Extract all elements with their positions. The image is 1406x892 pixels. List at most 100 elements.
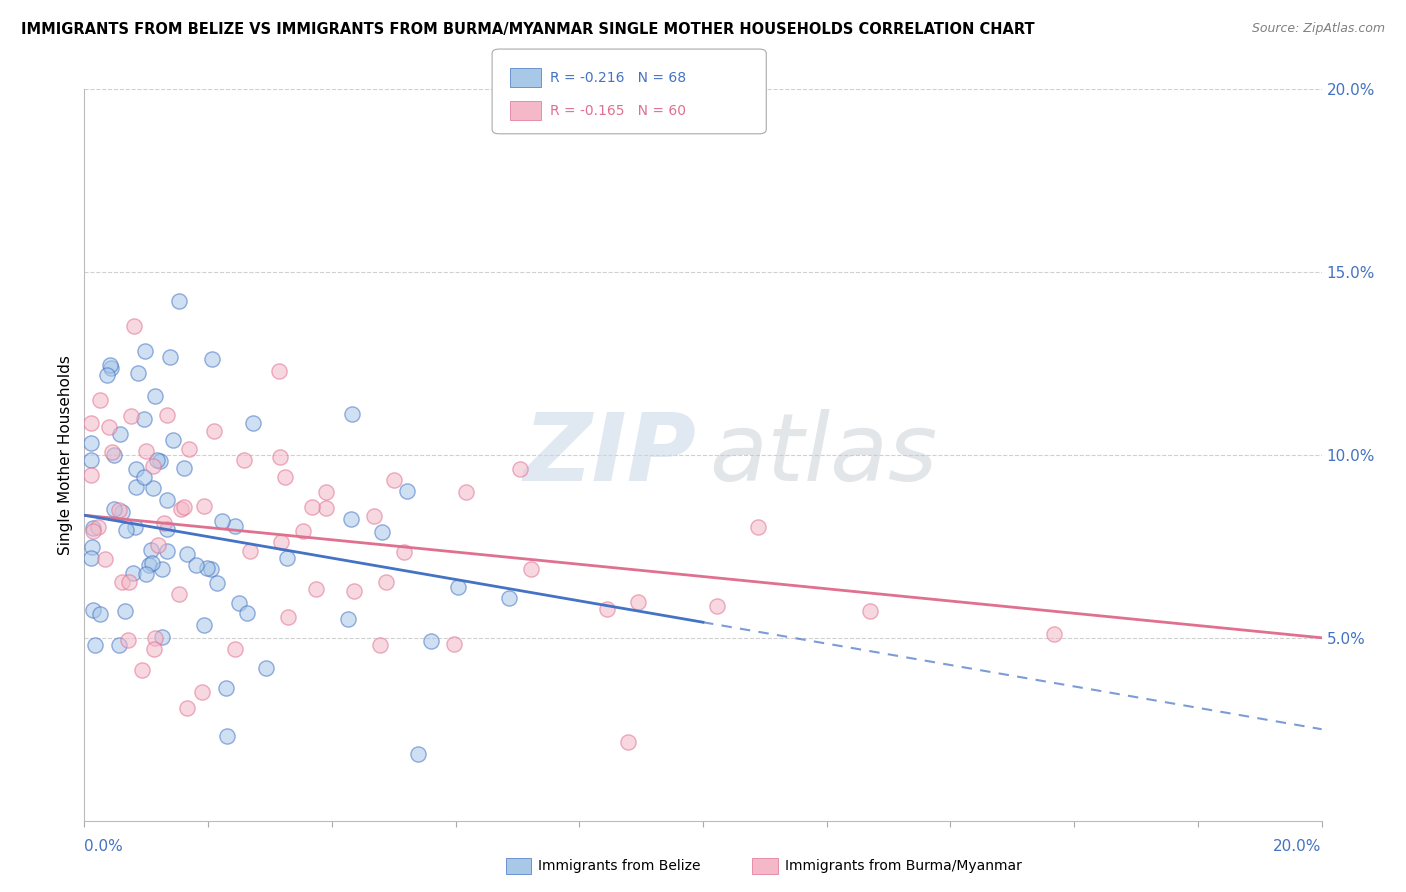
Point	[228, 596, 250, 610]
Point	[127, 366, 149, 380]
Point	[148, 454, 170, 468]
Point	[375, 575, 398, 590]
Point	[1042, 626, 1064, 640]
Point	[173, 500, 195, 514]
Point	[143, 389, 166, 403]
Point	[269, 364, 291, 378]
Point	[97, 419, 120, 434]
Point	[224, 519, 246, 533]
Point	[142, 481, 165, 495]
Text: Source: ZipAtlas.com: Source: ZipAtlas.com	[1251, 22, 1385, 36]
Point	[156, 544, 179, 558]
Point	[498, 591, 520, 605]
Point	[292, 524, 315, 538]
Text: IMMIGRANTS FROM BELIZE VS IMMIGRANTS FROM BURMA/MYANMAR SINGLE MOTHER HOUSEHOLDS: IMMIGRANTS FROM BELIZE VS IMMIGRANTS FRO…	[21, 22, 1035, 37]
Point	[121, 566, 143, 581]
Point	[382, 473, 405, 487]
Point	[446, 580, 468, 594]
Point	[107, 503, 129, 517]
Point	[150, 631, 173, 645]
Point	[132, 412, 155, 426]
Point	[254, 661, 277, 675]
Point	[79, 453, 101, 467]
Point	[270, 535, 292, 549]
Point	[201, 352, 224, 367]
Point	[124, 520, 146, 534]
Point	[406, 747, 429, 762]
Point	[193, 500, 215, 514]
Point	[340, 407, 363, 421]
Point	[156, 522, 179, 536]
Point	[301, 500, 323, 514]
Point	[190, 685, 212, 699]
Point	[132, 470, 155, 484]
Point	[120, 409, 142, 423]
Point	[145, 452, 167, 467]
Point	[443, 637, 465, 651]
Point	[176, 701, 198, 715]
Point	[197, 561, 219, 575]
Point	[98, 358, 121, 372]
Point	[117, 632, 139, 647]
Point	[153, 516, 176, 530]
Text: atlas: atlas	[709, 409, 938, 500]
Point	[596, 602, 619, 616]
Point	[205, 576, 228, 591]
Point	[142, 458, 165, 473]
Point	[110, 427, 132, 442]
Point	[79, 416, 101, 430]
Point	[277, 610, 299, 624]
Point	[193, 618, 215, 632]
Point	[167, 587, 190, 601]
Point	[340, 512, 363, 526]
Point	[337, 612, 360, 626]
Point	[236, 606, 259, 620]
Point	[103, 501, 125, 516]
Point	[135, 567, 157, 582]
Point	[859, 604, 882, 618]
Point	[276, 551, 298, 566]
Point	[101, 445, 124, 459]
Point	[211, 514, 233, 528]
Point	[124, 319, 146, 334]
Text: 0.0%: 0.0%	[84, 838, 124, 854]
Point	[177, 442, 200, 456]
Point	[115, 523, 138, 537]
Point	[108, 638, 131, 652]
Point	[239, 544, 262, 558]
Point	[315, 501, 337, 516]
Point	[509, 462, 531, 476]
Point	[89, 607, 111, 622]
Point	[134, 344, 156, 359]
Point	[200, 562, 222, 576]
Text: R = -0.216   N = 68: R = -0.216 N = 68	[550, 70, 686, 85]
Point	[305, 582, 328, 596]
Point	[103, 448, 125, 462]
Point	[454, 485, 477, 500]
Point	[419, 633, 441, 648]
Point	[392, 545, 415, 559]
Point	[141, 556, 163, 570]
Point	[143, 642, 166, 657]
Point	[156, 408, 179, 422]
Point	[627, 595, 650, 609]
Point	[368, 638, 391, 652]
Point	[111, 575, 134, 590]
Point	[396, 483, 419, 498]
Point	[80, 541, 103, 555]
Point	[215, 681, 238, 696]
Point	[84, 638, 107, 652]
Point	[89, 392, 111, 407]
Y-axis label: Single Mother Households: Single Mother Households	[58, 355, 73, 555]
Point	[242, 416, 264, 430]
Point	[170, 502, 193, 516]
Point	[96, 368, 118, 382]
Point	[616, 735, 638, 749]
Point	[143, 632, 166, 646]
Point	[146, 538, 169, 552]
Point	[87, 520, 110, 534]
Point	[79, 435, 101, 450]
Text: Immigrants from Burma/Myanmar: Immigrants from Burma/Myanmar	[785, 859, 1021, 873]
Point	[202, 424, 225, 438]
Point	[125, 462, 148, 476]
